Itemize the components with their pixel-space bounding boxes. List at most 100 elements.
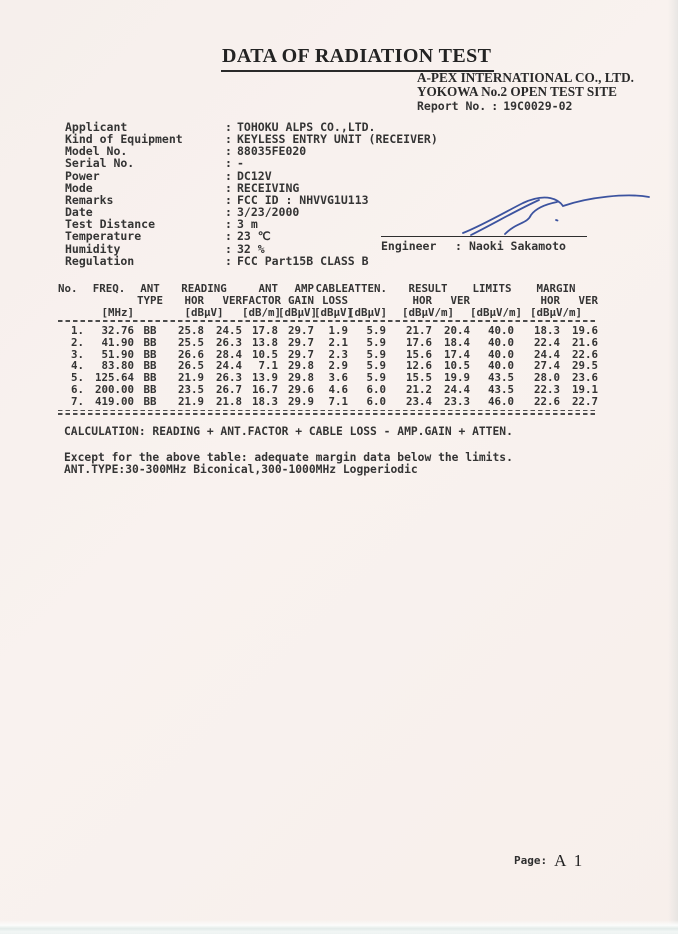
header-row-1: No. FREQ. ANT READING ANT AMP CABLE ATTE…: [58, 283, 598, 295]
page-footer: Page: A 1: [514, 851, 584, 871]
info-row-date: Date:3/23/2000: [65, 206, 438, 218]
cell-limits: 40.0: [488, 323, 515, 337]
cell-ant-factor: 16.7: [252, 382, 279, 396]
engineer-line: Engineer : Naoki Sakamoto: [381, 236, 587, 252]
cell-margin-ver: 23.6: [572, 371, 599, 385]
cell-freq: 200.00: [94, 382, 134, 396]
col-header-margin-ver: VER: [578, 293, 599, 307]
info-row-mode: Mode: RECEIVING: [65, 182, 438, 194]
col-header-no: No.: [58, 282, 78, 295]
header-row-2: TYPE HOR VER FACTOR GAIN LOSS HOR VER HO…: [58, 293, 599, 307]
field-value: DC12V: [237, 168, 272, 183]
calculation-formula: CALCULATION: READING + ANT.FACTOR + CABL…: [64, 425, 513, 438]
test-info-block: Applicant: TOHOKU ALPS CO.,LTD. Kind of E…: [65, 121, 438, 267]
info-row-temperature: Temperature:23 ℃: [65, 230, 438, 242]
field-colon: :: [225, 205, 232, 220]
cell-reading-hor: 23.5: [177, 382, 204, 396]
page-number: A 1: [554, 851, 585, 870]
cell-amp-gain: 29.6: [288, 382, 315, 396]
report-number-value: 19C0029-02: [503, 98, 573, 113]
field-label: Power: [65, 168, 100, 183]
engineer-name: Naoki Sakamoto: [469, 239, 566, 253]
cell-cable-loss: 3.6: [328, 371, 349, 385]
radiation-data-table: No. FREQ. ANT READING ANT AMP CABLE ATTE…: [58, 283, 599, 418]
unit-reading: [dBμV]: [184, 305, 224, 319]
cell-reading-ver: 28.4: [216, 347, 243, 361]
cell-freq: 41.90: [101, 335, 134, 349]
cell-cable-loss: 7.1: [328, 394, 349, 408]
field-value: 3/23/2000: [237, 205, 300, 220]
col-header-gain: GAIN: [288, 293, 315, 307]
cell-reading-hor: 26.6: [177, 347, 204, 361]
field-label: Applicant: [65, 120, 128, 134]
cell-reading-ver: 24.5: [216, 323, 243, 337]
col-header-freq: FREQ.: [92, 282, 126, 295]
cell-reading-hor: 26.5: [177, 359, 204, 373]
unit-mhz: [MHz]: [101, 305, 134, 319]
col-header-loss: LOSS: [322, 293, 349, 307]
cell-margin-ver: 19.1: [572, 382, 599, 396]
cell-no: 5.: [70, 371, 84, 385]
page-title: DATA OF RADIATION TEST: [221, 45, 495, 72]
info-row-remarks: Remarks: FCC ID : NHVVG1U113: [65, 194, 438, 206]
field-label: Test Distance: [65, 217, 156, 232]
cell-result-ver: 23.3: [444, 394, 471, 408]
table-bottom-divider: [58, 409, 599, 412]
cell-margin-hor: 18.3: [534, 323, 561, 337]
field-value: TOHOKU ALPS CO.,LTD.: [237, 120, 376, 134]
company-name: A-PEX INTERNATIONAL CO., LTD.: [417, 70, 634, 85]
cell-cable-loss: 1.9: [328, 323, 349, 337]
field-colon: :: [225, 120, 232, 134]
field-label: Temperature: [65, 229, 142, 244]
field-value: 23 ℃: [237, 229, 271, 244]
cell-atten: 5.9: [366, 347, 387, 361]
field-value: KEYLESS ENTRY UNIT (RECEIVER): [237, 132, 438, 147]
cell-atten: 5.9: [366, 323, 387, 337]
cell-margin-hor: 22.6: [534, 394, 561, 408]
cell-no: 6.: [70, 382, 84, 396]
cell-atten: 5.9: [366, 335, 387, 349]
col-header-type: TYPE: [136, 293, 163, 307]
info-row-applicant: Applicant: TOHOKU ALPS CO.,LTD.: [65, 121, 438, 133]
cell-ant-factor: 13.8: [252, 335, 279, 349]
cell-ant-type: BB: [143, 335, 157, 349]
cell-limits: 43.5: [488, 371, 515, 385]
table-bottom-divider: [58, 413, 599, 415]
cell-reading-ver: 24.4: [216, 359, 243, 373]
cell-no: 3.: [70, 347, 84, 361]
cell-result-ver: 18.4: [444, 335, 471, 349]
report-number-label: Report No.: [417, 98, 487, 113]
cell-ant-factor: 7.1: [258, 359, 279, 373]
col-header-reading-hor: HOR: [184, 293, 204, 307]
cell-cable-loss: 4.6: [328, 382, 349, 396]
cell-freq: 125.64: [94, 371, 134, 385]
cell-reading-ver: 26.7: [216, 382, 243, 396]
cell-reading-hor: 21.9: [177, 371, 204, 385]
col-header-amp: AMP: [294, 282, 315, 295]
cell-atten: 5.9: [366, 359, 387, 373]
cell-ant-type: BB: [143, 382, 157, 396]
table-row: 4. 83.80 BB 26.5 24.4 7.1 29.8 2.9 5.9 1…: [58, 360, 598, 372]
cell-reading-hor: 25.8: [177, 323, 204, 337]
unit-factor: [dB/m]: [242, 305, 282, 319]
scan-bottom-edge: [0, 920, 678, 934]
cell-ant-factor: 17.8: [252, 323, 279, 337]
info-row-humidity: Humidity:32 %: [65, 241, 438, 256]
col-header-margin: MARGIN: [536, 282, 576, 295]
field-value: RECEIVING: [237, 180, 300, 195]
cell-no: 7.: [70, 394, 84, 408]
report-number-colon: :: [491, 98, 499, 113]
engineer-label: Engineer: [381, 239, 437, 253]
cell-margin-hor: 24.4: [534, 347, 561, 361]
cell-margin-ver: 22.7: [572, 394, 599, 408]
info-row-kind-of-equipment: Kind of Equipment: KEYLESS ENTRY UNIT (RE…: [65, 133, 438, 145]
col-header-result: RESULT: [408, 282, 448, 295]
cell-limits: 40.0: [488, 347, 515, 361]
cell-result-ver: 10.5: [444, 359, 471, 373]
field-label: Serial No.: [65, 156, 135, 171]
engineer-colon: :: [455, 239, 462, 253]
cell-result-hor: 21.7: [406, 323, 433, 337]
field-label: Humidity: [65, 241, 121, 256]
cell-freq: 83.80: [101, 359, 134, 373]
